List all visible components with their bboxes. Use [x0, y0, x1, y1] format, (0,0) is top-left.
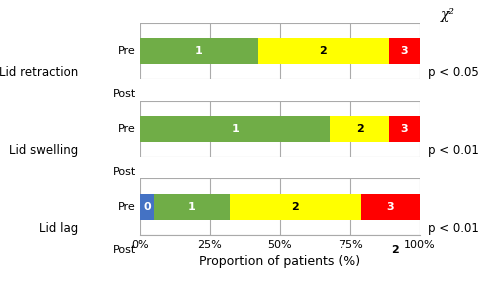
Text: 2: 2: [391, 245, 398, 255]
Text: 0: 0: [224, 245, 232, 255]
Text: 3: 3: [387, 202, 394, 212]
Bar: [140, 116, 330, 142]
Text: Lid lag: Lid lag: [39, 222, 78, 235]
Bar: [258, 38, 389, 64]
Text: Post: Post: [112, 245, 136, 255]
Text: 1: 1: [188, 202, 196, 212]
Text: 0: 0: [143, 202, 151, 212]
Text: 1: 1: [339, 245, 347, 255]
Text: Pre: Pre: [118, 124, 136, 134]
Text: Lid swelling: Lid swelling: [9, 144, 78, 157]
Text: p < 0.05: p < 0.05: [428, 66, 479, 79]
Bar: [361, 194, 420, 220]
Bar: [389, 38, 420, 64]
X-axis label: Proportion of patients (%): Proportion of patients (%): [200, 255, 360, 268]
Text: Pre: Pre: [118, 202, 136, 212]
Text: 2: 2: [292, 202, 300, 212]
Bar: [316, 237, 370, 263]
Text: 0: 0: [251, 167, 258, 177]
Text: p < 0.01: p < 0.01: [428, 222, 480, 235]
Bar: [140, 237, 316, 263]
Text: 1: 1: [372, 89, 379, 99]
Text: 3: 3: [401, 46, 408, 56]
Text: 1: 1: [391, 167, 398, 177]
Text: p < 0.01: p < 0.01: [428, 144, 480, 157]
Bar: [140, 194, 154, 220]
Bar: [370, 237, 420, 263]
Bar: [154, 194, 230, 220]
Bar: [370, 159, 420, 185]
Bar: [140, 38, 258, 64]
Text: 3: 3: [401, 124, 408, 134]
Text: Post: Post: [112, 89, 136, 99]
Text: 0: 0: [232, 89, 239, 99]
Bar: [140, 81, 330, 107]
Text: Lid retraction: Lid retraction: [0, 66, 78, 79]
Bar: [330, 116, 389, 142]
Text: Pre: Pre: [118, 46, 136, 56]
Text: 1: 1: [232, 124, 239, 134]
Text: χ²: χ²: [440, 8, 454, 22]
Bar: [389, 116, 420, 142]
Text: Post: Post: [112, 167, 136, 177]
Bar: [330, 81, 420, 107]
Text: 2: 2: [356, 124, 364, 134]
Bar: [140, 159, 370, 185]
Bar: [230, 194, 361, 220]
Text: 2: 2: [320, 46, 328, 56]
Text: 1: 1: [195, 46, 202, 56]
